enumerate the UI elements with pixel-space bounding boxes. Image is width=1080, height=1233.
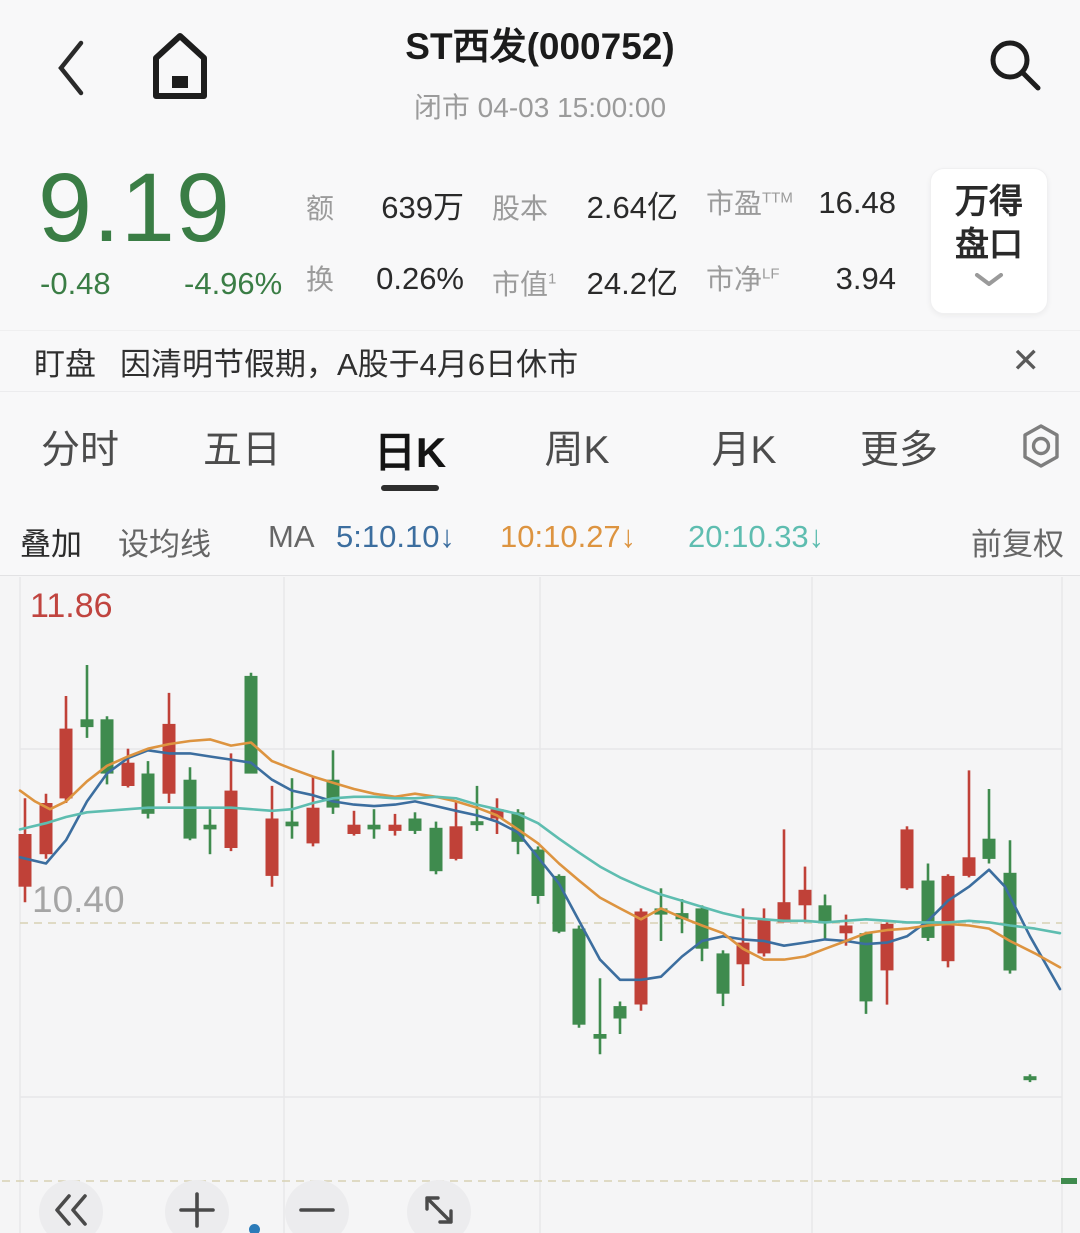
chevron-down-icon <box>974 273 1004 291</box>
minus-icon <box>298 1191 336 1233</box>
stat-amount: 额 639万 <box>306 190 464 225</box>
ma10-value: 10:10.27↓ <box>500 519 637 554</box>
ma5-value: 5:10.10↓ <box>336 519 455 554</box>
collapse-left-button[interactable] <box>39 1180 103 1233</box>
tab-five-day[interactable]: 五日 <box>202 429 282 472</box>
period-tabs: 分时 五日 日K 周K 月K 更多 <box>0 393 1080 493</box>
notice-text: 因清明节假期，A股于4月6日休市 <box>120 346 579 382</box>
page-title: ST西发(000752) <box>405 26 675 67</box>
candles <box>18 665 1037 1083</box>
wind-order-book-label-2: 盘口 <box>955 226 1023 264</box>
search-icon <box>986 40 1044 98</box>
stat-turnover: 换 0.26% <box>306 261 464 296</box>
tab-daily-k[interactable]: 日K <box>373 429 447 476</box>
stat-share-capital: 股本 2.64亿 <box>492 190 678 225</box>
adjust-mode-button[interactable]: 前复权 <box>971 527 1064 562</box>
expand-button[interactable] <box>407 1180 471 1233</box>
indicator-dot <box>249 1224 260 1233</box>
kline-chart[interactable]: 11.86 10.40 <box>0 575 1080 1233</box>
ma20-value: 20:10.33↓ <box>688 519 825 554</box>
double-chevron-left-icon <box>51 1192 91 1233</box>
home-icon <box>148 33 212 108</box>
notice-bar: 盯盘 因清明节假期，A股于4月6日休市 ✕ <box>0 330 1080 392</box>
set-ma-button[interactable]: 设均线 <box>118 527 211 562</box>
chart-settings-button[interactable] <box>1020 423 1062 474</box>
plus-icon <box>178 1191 216 1233</box>
notice-close-icon[interactable]: ✕ <box>1011 342 1041 380</box>
ma-label: MA <box>268 519 315 554</box>
last-price: 9.19 <box>38 153 231 262</box>
header: ST西发(000752) 闭市 04-03 15:00:00 <box>0 0 1080 148</box>
zoom-in-button[interactable] <box>165 1180 229 1233</box>
back-button[interactable] <box>54 38 88 103</box>
expand-arrows-icon <box>419 1190 459 1233</box>
tab-minute[interactable]: 分时 <box>40 429 120 472</box>
back-chevron-icon <box>54 40 88 102</box>
search-button[interactable] <box>986 36 1044 99</box>
stat-pe-ttm: 市盈TTM 16.48 <box>706 185 896 220</box>
wind-order-book-label-1: 万得 <box>955 183 1023 221</box>
notice-tag: 盯盘 <box>34 346 96 382</box>
tab-more[interactable]: 更多 <box>859 429 939 472</box>
market-status: 闭市 04-03 15:00:00 <box>413 92 667 123</box>
active-tab-underline <box>381 485 439 491</box>
zoom-out-button[interactable] <box>285 1180 349 1233</box>
chart-ref-label: 10.40 <box>32 879 125 920</box>
tab-weekly-k[interactable]: 周K <box>544 429 610 472</box>
gear-icon <box>1020 424 1062 473</box>
stat-market-cap: 市值1 24.2亿 <box>492 266 678 301</box>
overlay-button[interactable]: 叠加 <box>20 527 82 562</box>
price-change: -0.48 <box>40 266 111 301</box>
stat-pb-lf: 市净LF 3.94 <box>706 261 896 296</box>
chart-high-label: 11.86 <box>30 587 113 625</box>
kline-canvas <box>2 577 1078 1233</box>
wind-order-book-button[interactable]: 万得 盘口 <box>930 168 1048 314</box>
price-change-pct: -4.96% <box>184 266 283 301</box>
ma-toolbar: 叠加 设均线 MA 5:10.10↓ 10:10.27↓ 20:10.33↓ 前… <box>0 505 1080 575</box>
home-button[interactable] <box>148 28 212 109</box>
tab-monthly-k[interactable]: 月K <box>711 429 777 472</box>
